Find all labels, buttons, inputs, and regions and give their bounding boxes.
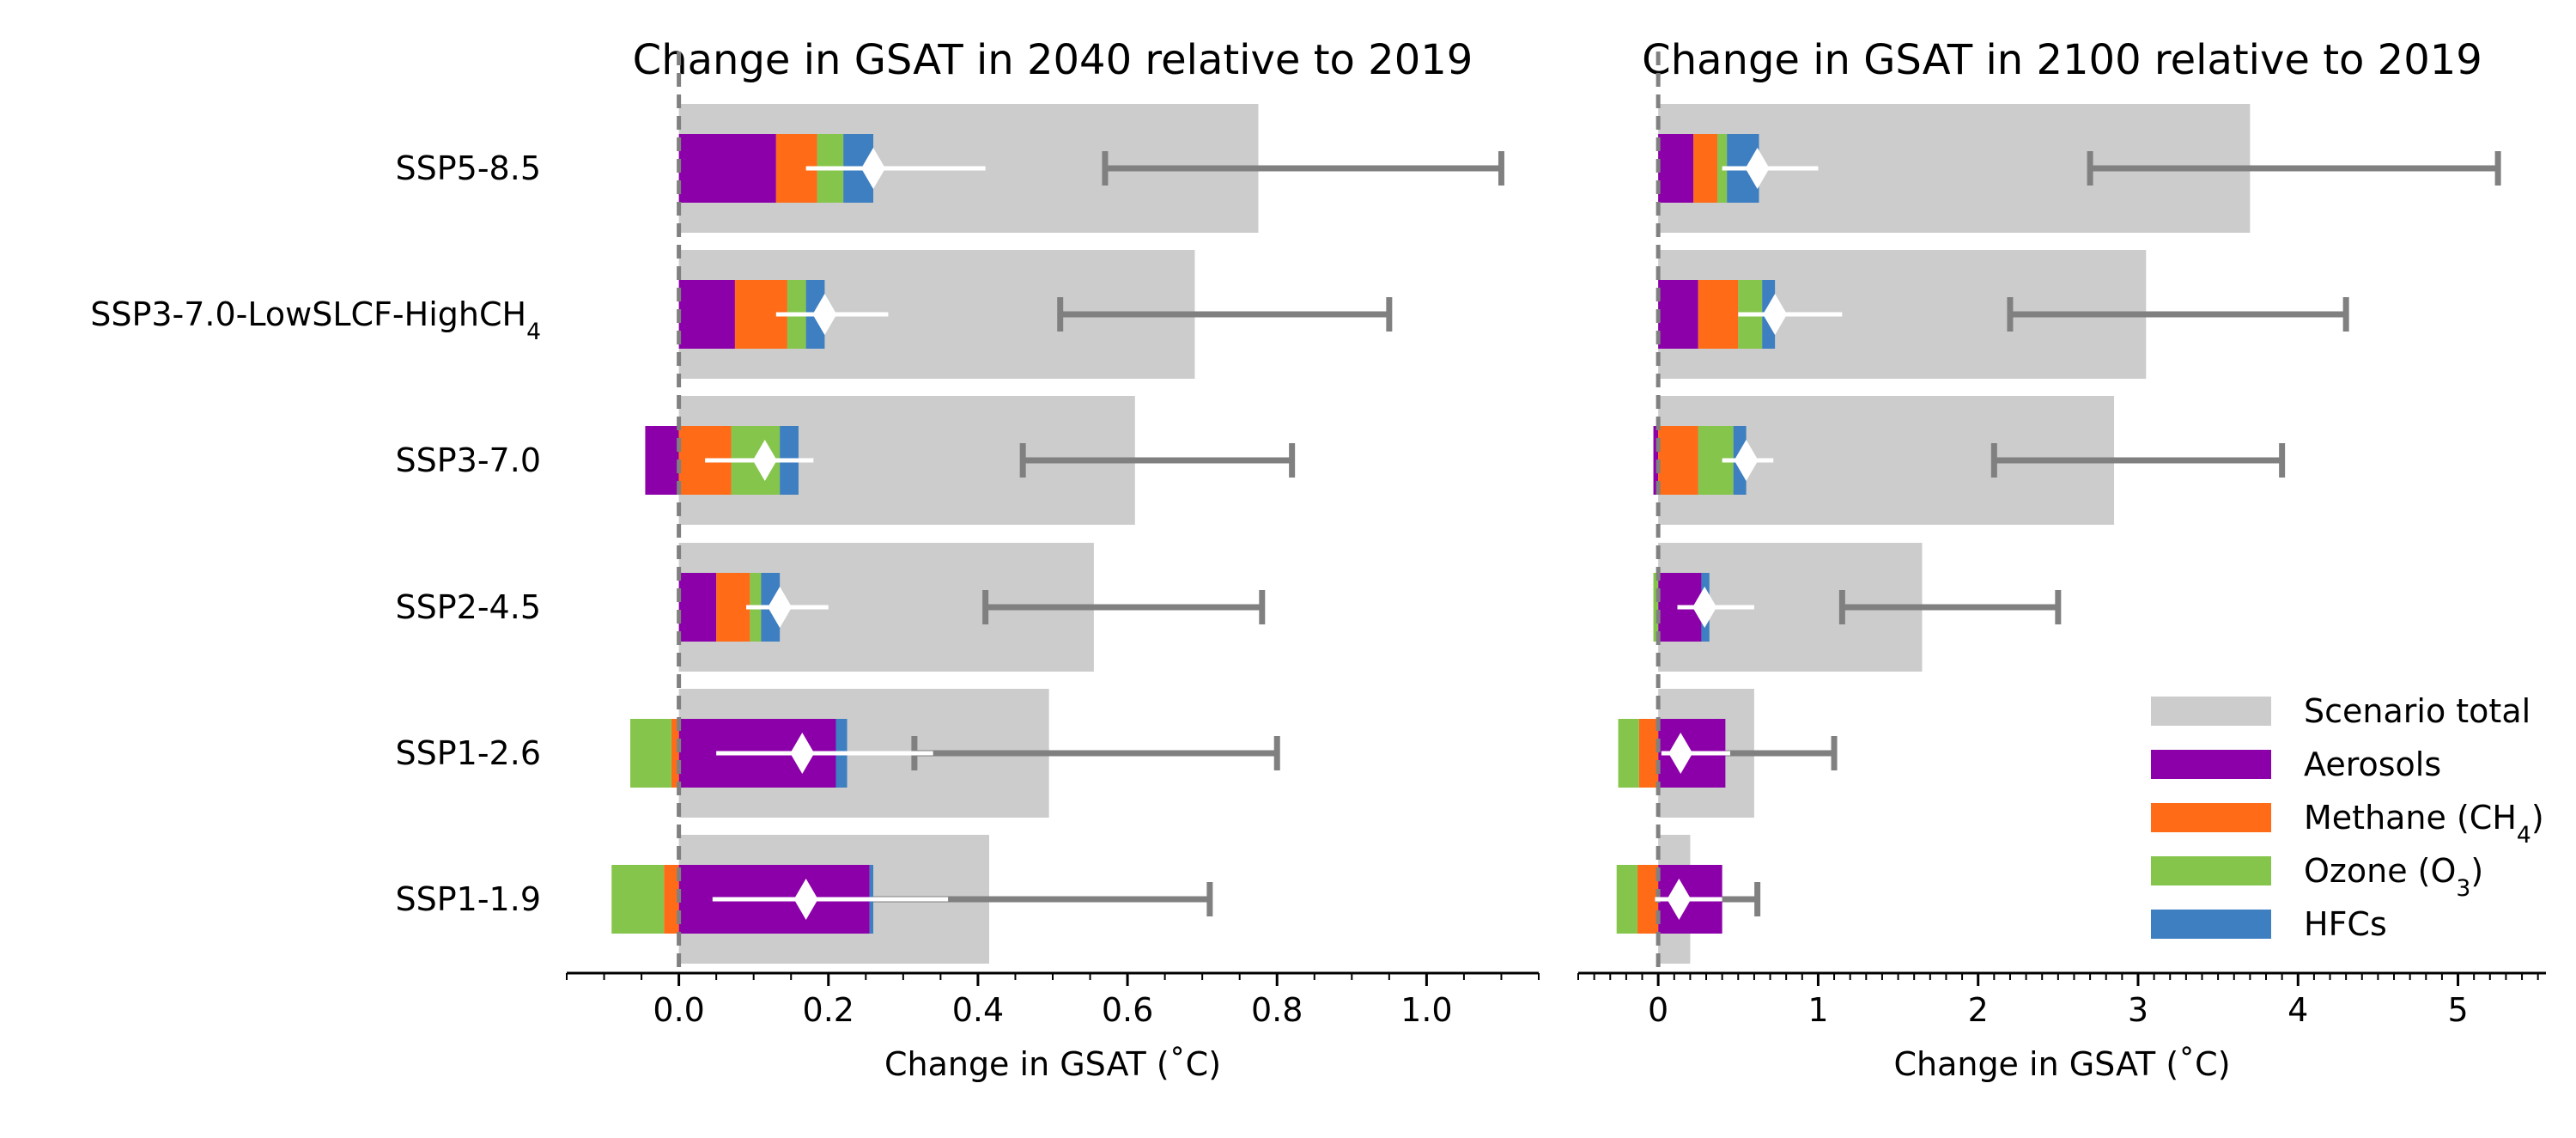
ozone-bar xyxy=(1653,573,1659,642)
methane-bar xyxy=(664,865,679,934)
slcf-net-marker xyxy=(812,294,837,335)
total-range-errorbar xyxy=(1019,443,1296,478)
aerosols-bar xyxy=(678,573,717,642)
total-range-errorbar xyxy=(1102,151,1504,186)
x-tick-label: 0.8 xyxy=(1251,991,1303,1029)
x-tick-label: 2 xyxy=(1968,991,1989,1029)
aerosols-bar xyxy=(645,426,679,495)
aerosols-bar xyxy=(678,134,776,203)
hfcs-legend-label: HFCs xyxy=(2304,905,2387,943)
total-range-errorbar xyxy=(1057,297,1393,332)
scenario_total-legend-swatch xyxy=(2151,697,2271,726)
y-category-label: SSP3-7.0 xyxy=(396,441,541,479)
y-category-label: SSP1-2.6 xyxy=(396,734,541,772)
ozone-legend-swatch xyxy=(2151,856,2271,885)
ozone-legend-label: Ozone (O3) xyxy=(2304,852,2483,902)
x-tick-label: 3 xyxy=(2128,991,2148,1029)
aerosols-bar xyxy=(678,280,735,349)
slcf-net-marker xyxy=(1668,733,1693,774)
ozone-bar xyxy=(1616,865,1637,934)
slcf-net-marker xyxy=(790,733,815,774)
ozone-bar xyxy=(630,719,671,788)
ozone-bar xyxy=(611,865,665,934)
panel-2: Change in GSAT in 2100 relative to 2019 0… xyxy=(1577,36,2546,1083)
y-category-label: SSP5-8.5 xyxy=(396,149,541,187)
slcf-net-marker xyxy=(1763,294,1788,335)
y-category-label: SSP3-7.0-LowSLCF-HighCH4 xyxy=(90,295,541,345)
x-tick-label: 0.6 xyxy=(1102,991,1153,1029)
methane-bar xyxy=(671,719,679,788)
aerosols-legend-label: Aerosols xyxy=(2304,745,2441,783)
methane-bar xyxy=(1638,719,1659,788)
panel-title: Change in GSAT in 2040 relative to 2019 xyxy=(633,36,1473,84)
methane-bar xyxy=(1637,865,1659,934)
scenario_total-legend-label: Scenario total xyxy=(2304,692,2530,730)
methane-legend-swatch xyxy=(2151,803,2271,832)
methane-bar xyxy=(1698,280,1739,349)
total-range-errorbar xyxy=(2087,151,2501,186)
x-tick-label: 1.0 xyxy=(1400,991,1452,1029)
x-tick-label: 0.4 xyxy=(952,991,1004,1029)
slcf-net-marker xyxy=(793,879,818,920)
x-axis-label: Change in GSAT (˚C) xyxy=(1893,1045,2230,1083)
slcf-net-marker xyxy=(1734,440,1759,481)
aerosols-bar xyxy=(1658,280,1698,349)
slcf-net-marker xyxy=(1692,587,1717,628)
slcf-net-marker xyxy=(768,587,793,628)
slcf-net-marker xyxy=(1745,148,1770,189)
x-axis-label: Change in GSAT (˚C) xyxy=(884,1045,1221,1083)
slcf-net-marker xyxy=(861,148,886,189)
ozone-bar xyxy=(1618,719,1639,788)
x-tick-label: 0 xyxy=(1648,991,1668,1029)
total-range-errorbar xyxy=(1838,590,2062,624)
y-category-label: SSP1-1.9 xyxy=(396,880,541,918)
total-range-errorbar xyxy=(2007,297,2349,332)
x-tick-label: 0.0 xyxy=(653,991,704,1029)
hfcs-legend-swatch xyxy=(2151,910,2271,939)
panel-title: Change in GSAT in 2100 relative to 2019 xyxy=(1642,36,2482,84)
aerosols-bar xyxy=(1653,426,1659,495)
x-tick-label: 5 xyxy=(2447,991,2468,1029)
methane-bar xyxy=(1693,134,1718,203)
x-tick-label: 1 xyxy=(1807,991,1828,1029)
aerosols-bar xyxy=(1658,134,1694,203)
total-range-errorbar xyxy=(982,590,1266,624)
legend: Scenario total Aerosols Methane (CH4)Ozone… xyxy=(2151,692,2544,943)
panel-1: Change in GSAT in 2040 relative to 2019 0… xyxy=(566,36,1540,1083)
slcf-net-marker xyxy=(1667,879,1692,920)
y-category-label: SSP2-4.5 xyxy=(396,588,541,626)
x-tick-label: 4 xyxy=(2287,991,2308,1029)
methane-bar xyxy=(716,573,750,642)
methane-bar xyxy=(1658,426,1698,495)
total-range-errorbar xyxy=(1990,443,2286,478)
slcf-net-marker xyxy=(752,440,777,481)
x-tick-label: 0.2 xyxy=(803,991,854,1029)
aerosols-legend-swatch xyxy=(2151,750,2271,779)
methane-legend-label: Methane (CH4) xyxy=(2304,799,2544,849)
